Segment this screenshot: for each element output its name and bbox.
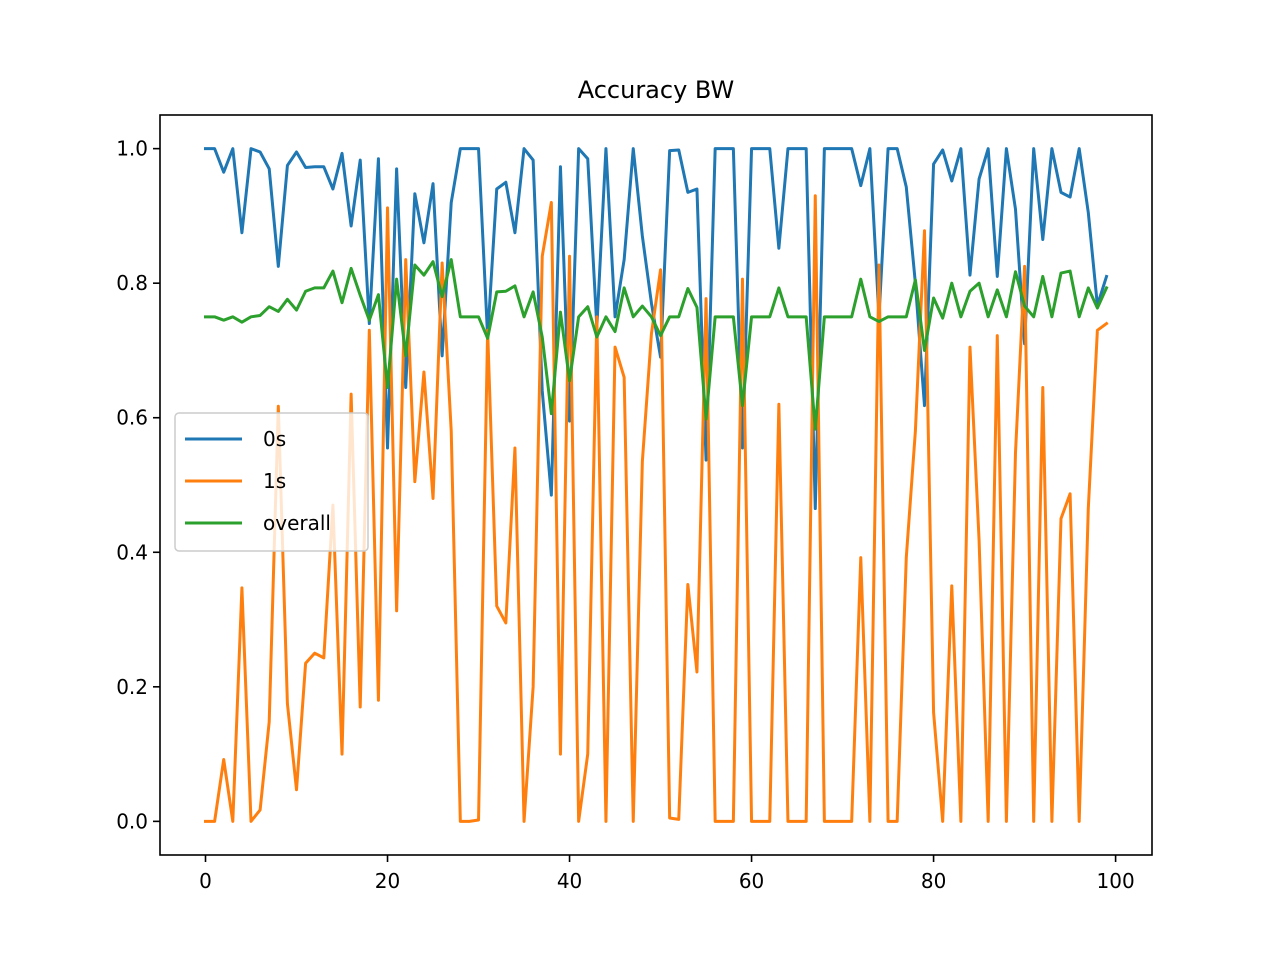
legend-label-1s: 1s [263,469,286,493]
x-tick-label: 80 [921,869,946,893]
legend-label-0s: 0s [263,427,286,451]
axes-layer: 0 20 40 60 80 100 0.0 0.2 0.4 0.6 0.8 1.0 [116,114,1153,893]
x-tick-label: 60 [739,869,764,893]
y-tick-label: 0.0 [116,809,148,833]
legend-label-overall: overall [263,511,331,535]
legend: 0s 1s overall [174,412,369,552]
legend-box [174,412,369,552]
x-tick-label: 100 [1097,869,1135,893]
x-tick-label: 40 [557,869,582,893]
series-line-0s [204,147,1109,511]
chart-title: Accuracy BW [578,76,735,104]
y-tick-label: 0.8 [116,271,148,295]
plot-frame [159,114,1153,856]
series-line-overall [204,258,1109,431]
y-tick-label: 0.2 [116,675,148,699]
y-tick-label: 0.4 [116,540,148,564]
x-tick-label: 0 [199,869,212,893]
y-tick-label: 0.6 [116,406,148,430]
y-tick-label: 1.0 [116,137,148,161]
x-tick-label: 20 [375,869,400,893]
